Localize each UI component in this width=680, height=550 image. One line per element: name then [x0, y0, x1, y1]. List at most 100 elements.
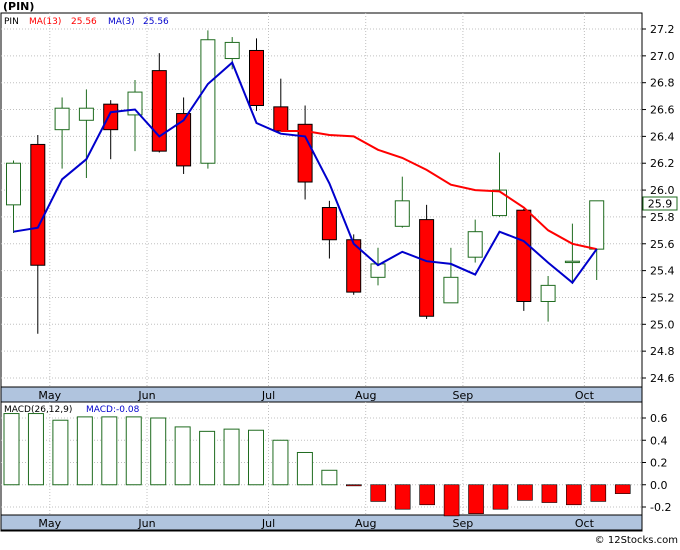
macd-legend-value: MACD:-0.08	[86, 405, 140, 415]
macd-y-axis: 0.6 0.4 0.2 0.0 -0.2	[642, 412, 671, 514]
price-date-label: May	[38, 389, 61, 402]
ma3-line	[13, 60, 598, 285]
candle	[370, 247, 386, 286]
macd-bar-negative	[492, 484, 509, 510]
macd-bar-negative	[614, 484, 631, 494]
macd-date-label: May	[38, 517, 61, 530]
macd-bar-positive	[125, 416, 142, 486]
macd-y-tick-label: 0.4	[650, 434, 668, 447]
price-plot-frame	[0, 12, 643, 403]
ma13-line	[280, 130, 597, 251]
candle-body-up	[6, 162, 21, 206]
macd-date-axis-band	[0, 514, 643, 531]
candle-body-up	[467, 231, 483, 258]
candle-body-down	[151, 70, 167, 152]
macd-bar-positive	[199, 430, 216, 486]
last-price-box	[642, 196, 678, 211]
macd-bar-positive	[174, 426, 191, 486]
macd-histogram	[3, 413, 631, 517]
candle-body-down	[321, 207, 337, 241]
macd-plot-frame	[0, 401, 643, 532]
candle-body-down	[419, 219, 435, 317]
candle	[200, 30, 216, 169]
price-y-tick-label: 24.8	[650, 345, 675, 358]
macd-bar-positive	[248, 429, 264, 486]
legend-ma3-value: 25.56	[143, 17, 169, 27]
price-y-tick-label: 26.0	[650, 184, 675, 197]
candle	[249, 38, 264, 111]
macd-bar-positive	[321, 469, 338, 486]
watermark: © 12Stocks.com	[595, 535, 678, 546]
macd-bar-positive	[223, 428, 240, 486]
candle	[516, 208, 532, 311]
macd-bar-negative	[517, 484, 533, 501]
macd-date-label: Jun	[137, 517, 155, 530]
legend-ma3-label: MA(3)	[108, 17, 135, 27]
macd-bar-negative	[541, 484, 558, 503]
price-date-label: Oct	[575, 389, 595, 402]
price-y-tick-label: 26.8	[650, 77, 675, 90]
price-panel: May Jun Jul Aug Sep Oct 24.624.825.025.225.42…	[0, 0, 678, 403]
candle	[492, 152, 507, 217]
price-y-axis: 24.6 24.8 25.0 25.2 25.4 25.6 25.8 26.0 26.2 26.4…	[642, 23, 675, 385]
macd-date-label: Sep	[453, 517, 474, 530]
last-price-marker: 25.9	[642, 196, 678, 211]
price-y-tick-label: 26.2	[650, 157, 675, 170]
price-y-tick-label: 25.6	[650, 238, 675, 251]
price-y-tick-label: 24.6	[650, 372, 675, 385]
candle	[273, 78, 289, 132]
candle	[564, 223, 580, 285]
macd-legend-label: MACD(26,12,9)	[4, 405, 72, 415]
macd-legend: MACD(26,12,9) MACD:-0.08	[4, 405, 140, 415]
candle-body-up	[443, 276, 459, 304]
macd-bar-negative	[394, 484, 411, 510]
candlesticks	[6, 30, 605, 334]
last-price-label: 25.9	[648, 198, 673, 211]
candle-body-down	[249, 49, 264, 107]
macd-bar-negative	[443, 484, 460, 517]
candle-body-up	[589, 200, 605, 250]
macd-bar-positive	[150, 417, 167, 486]
price-date-label: Sep	[453, 389, 474, 402]
macd-date-label: Oct	[575, 517, 595, 530]
price-y-tick-label: 26.6	[650, 104, 675, 117]
ticker-title: (PIN)	[3, 0, 34, 13]
macd-bar-negative	[590, 484, 607, 502]
macd-panel: May Jun Jul Aug Sep Oct 0.6 0.4 0.2 0.0 -0.2 MACD…	[0, 401, 671, 532]
candle-body-down	[176, 113, 192, 167]
candle	[394, 176, 410, 228]
macd-gridlines	[1, 402, 642, 515]
price-y-tick-label: 27.2	[650, 23, 675, 36]
candle-body-down	[516, 209, 532, 302]
candle-body-up	[492, 189, 507, 217]
macd-bar-negative	[566, 484, 582, 506]
macd-y-tick-label: 0.0	[650, 479, 668, 492]
macd-y-tick-label: 0.6	[650, 412, 668, 425]
macd-bar-positive	[272, 439, 289, 486]
candle-body-up	[78, 107, 94, 121]
candle	[103, 100, 119, 160]
candle-body-down	[103, 103, 119, 131]
candle-body-up	[200, 39, 216, 164]
price-y-tick-label: 25.4	[650, 265, 675, 278]
candle	[297, 105, 313, 200]
candle-body-down	[297, 123, 313, 183]
legend-symbol: PIN	[4, 17, 19, 27]
macd-bar-positive	[27, 413, 44, 486]
price-date-label: Aug	[355, 389, 376, 402]
candle	[224, 37, 240, 70]
macd-bar-positive	[296, 451, 313, 486]
macd-date-label: Jul	[261, 517, 275, 530]
legend-ma13-value: 25.56	[71, 17, 97, 27]
price-date-axis-band	[0, 386, 643, 403]
legend-ma13-label: MA(13)	[29, 17, 61, 27]
candle-body-down	[30, 143, 46, 266]
price-y-tick-label: 25.0	[650, 318, 675, 331]
price-date-label: Jun	[137, 389, 155, 402]
price-y-tick-label: 25.8	[650, 211, 675, 224]
candle-body-up	[224, 41, 240, 60]
macd-bar-negative	[345, 484, 362, 487]
macd-bar-positive	[101, 416, 118, 486]
